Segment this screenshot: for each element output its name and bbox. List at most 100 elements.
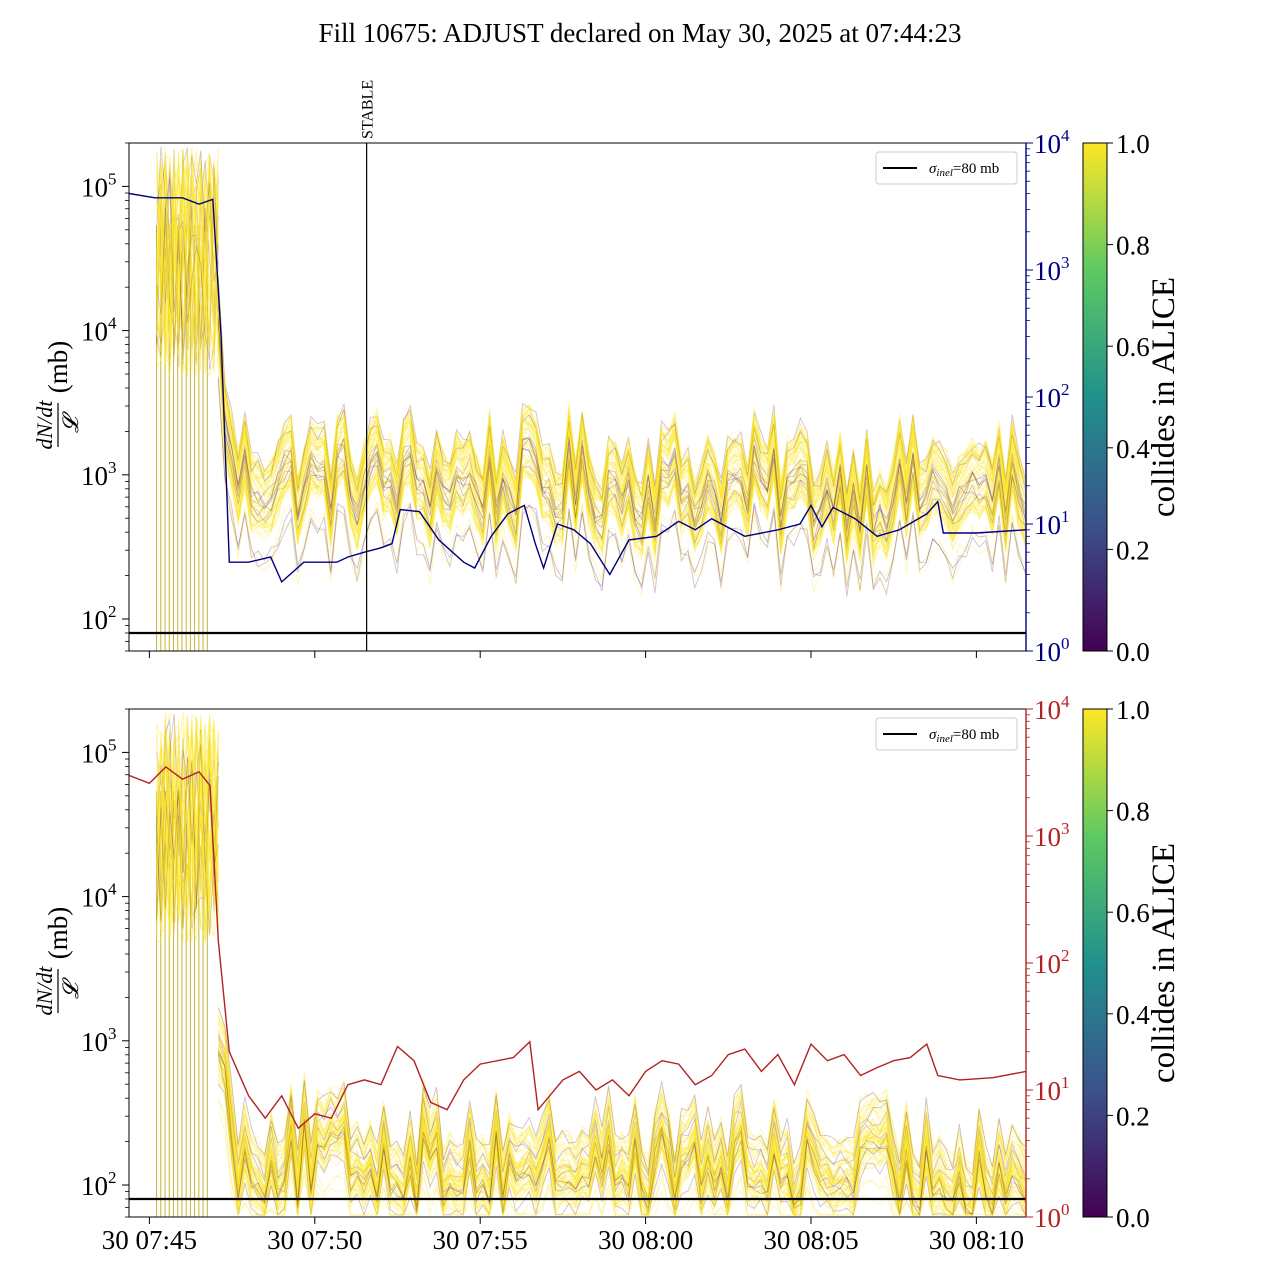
bunch-trace [217,300,1026,510]
bunch-trace [156,146,219,369]
plot-content [129,146,1026,651]
colorbar-label: collides in ALICE [1146,843,1182,1083]
bunch-trace [217,306,1026,533]
bunch-trace [217,316,1026,539]
bunch-trace [217,300,1026,514]
bunch-trace [217,371,1026,598]
bunch-trace [217,1029,1026,1196]
bunch-trace [217,319,1026,541]
y-tick-label: 103 [81,1024,117,1057]
bunch-trace [217,1038,1026,1209]
bunch-trace [217,290,1026,503]
bunch-trace [217,1097,1026,1217]
bunch-trace [217,1044,1026,1208]
bunch-trace [217,300,1026,507]
colorbar: 0.0 0.2 0.4 0.6 0.8 1.0 collides in ALICE [1082,129,1182,667]
bunch-trace [217,1038,1026,1209]
figure-title: Fill 10675: ADJUST declared on May 30, 2… [318,18,962,48]
colorbar: 0.0 0.2 0.4 0.6 0.8 1.0 collides in ALICE [1082,695,1182,1233]
bunch-trace [217,283,1026,503]
bunch-trace [156,150,219,374]
bunch-trace [156,721,219,921]
bunch-trace [217,1015,1026,1177]
bunch-trace [217,1052,1026,1215]
secondary-y-tick-label: 103 [1034,253,1070,286]
bunch-trace [217,316,1026,524]
y-tick-label: 102 [81,1168,117,1201]
bunch-trace [156,713,219,942]
bunch-trace [217,1049,1026,1216]
x-tick-label: 30 08:05 [763,1225,858,1255]
bunch-trace [156,152,219,357]
legend: σinel=80 mb [875,717,1018,751]
bunch-trace [217,1023,1026,1184]
bunch-trace [217,1020,1026,1184]
bunch-trace [156,750,219,912]
bunch-trace [156,720,219,923]
bunch-trace [156,185,219,378]
legend-box [875,151,1018,185]
colorbar-tick-label: 0.8 [1116,797,1150,827]
bunch-trace [217,1049,1026,1214]
y-tick-label: 105 [81,735,117,768]
bunch-trace [156,737,219,917]
bunch-trace [156,162,219,353]
bunch-trace [217,338,1026,561]
bunch-trace [217,1030,1026,1203]
bunch-trace [217,1057,1026,1217]
bunch-trace [217,325,1026,551]
bunch-trace [217,1033,1026,1199]
bunch-trace [217,1074,1026,1217]
bunch-trace [156,725,219,934]
bunch-trace [217,294,1026,512]
bunch-trace [156,718,219,929]
bunch-trace [156,147,219,368]
bunch-trace [156,719,219,944]
bunch-trace [217,1036,1026,1194]
bunch-trace [217,284,1026,507]
stable-marker-label: STABLE [360,80,377,139]
bunch-trace [217,276,1026,506]
bunch-trace [156,725,219,930]
bunch-trace [156,177,219,357]
colorbar-tick-label: 0.2 [1116,535,1150,565]
bunch-trace [217,376,1026,593]
bunch-trace [217,331,1026,560]
y-tick-label: 103 [81,458,117,491]
bunch-trace [156,161,219,364]
y-label-unit: (mb) [43,907,73,959]
bunch-trace [156,162,219,366]
bunch-trace [217,287,1026,504]
chart-panel-1: STABLE 102 103 104 105 100 101 102 103 104 dN/dt 𝓛 (… [32,80,1182,667]
bunch-trace [217,1047,1026,1217]
bunch-trace [217,1018,1026,1186]
bunch-trace [156,152,219,377]
x-tick-label: 30 08:10 [929,1225,1024,1255]
bunch-trace [217,1007,1026,1176]
bunch-trace [156,715,219,909]
legend-box [875,717,1018,751]
bunch-trace [217,1018,1026,1188]
y-axis-label: dN/dt 𝓛 (mb) [32,907,83,1016]
bunch-trace [217,1041,1026,1195]
bunch-trace [156,735,219,943]
bunch-trace [217,321,1026,551]
bunch-trace [217,318,1026,533]
bunch-trace [156,712,219,938]
bunch-trace [217,1100,1026,1217]
y-tick-label: 104 [81,880,117,913]
bunch-trace [217,306,1026,535]
bunch-trace [156,150,219,367]
bunch-trace [218,1030,1026,1188]
bunch-trace [217,296,1026,517]
bunch-trace [156,760,219,930]
y-axis-label: dN/dt 𝓛 (mb) [32,341,83,450]
bunch-trace [156,744,219,935]
bunch-trace [156,151,219,372]
bunch-trace [217,1034,1026,1197]
bunch-trace [217,317,1026,535]
bunch-trace [217,1054,1026,1217]
bunch-trace [156,226,219,361]
bunch-trace [217,336,1026,549]
